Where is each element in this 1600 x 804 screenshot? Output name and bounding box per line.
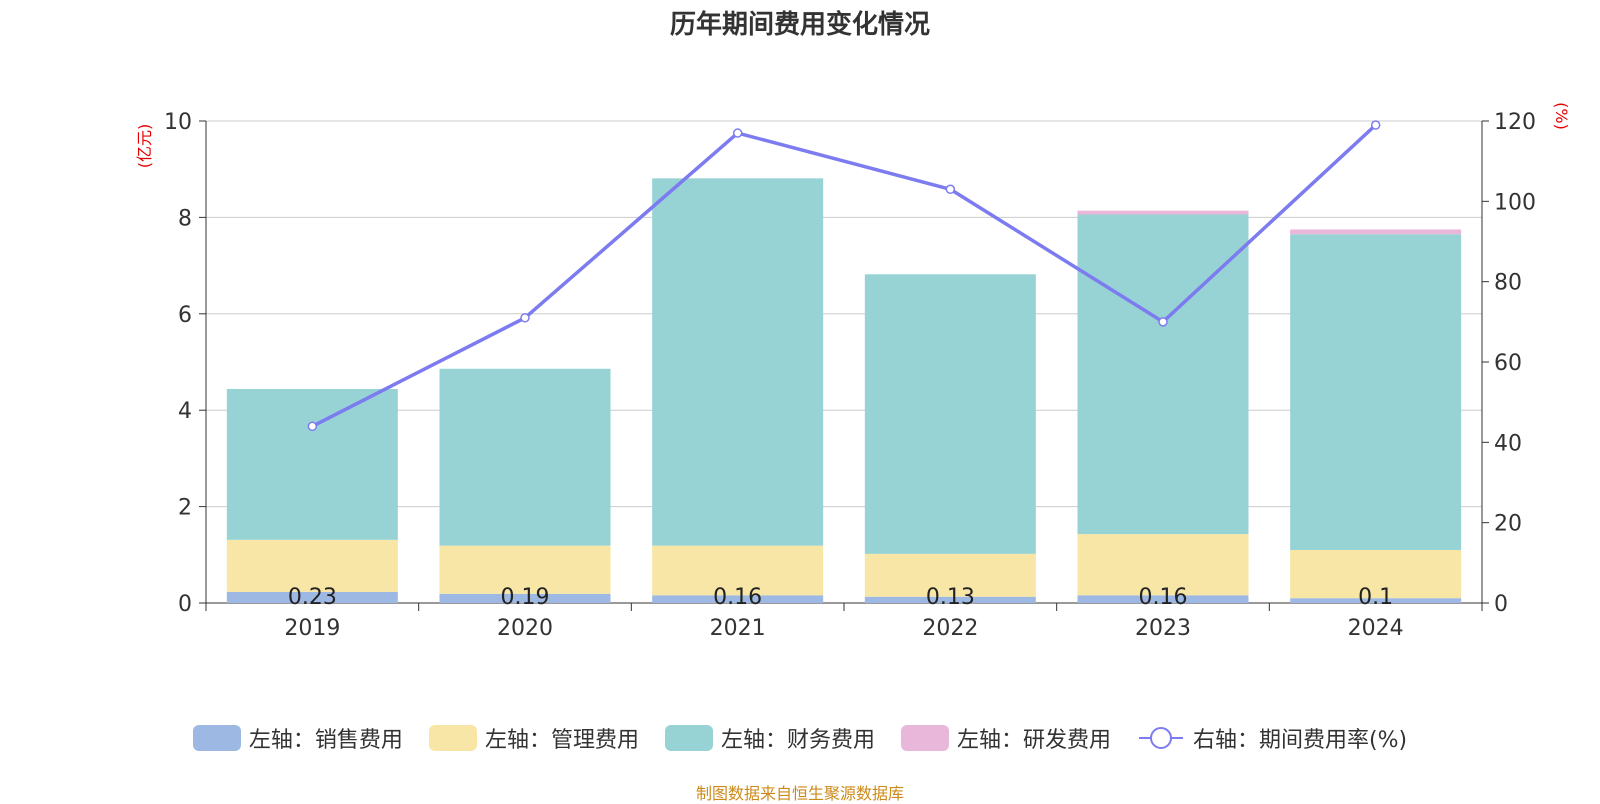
rate-point <box>307 421 318 432</box>
left-axis-tick-label: 6 <box>178 303 192 328</box>
right-axis-tick-label: 60 <box>1494 351 1522 376</box>
right-axis-tick-label: 0 <box>1494 592 1508 617</box>
legend-label-sales: 左轴：销售费用 <box>248 728 403 753</box>
bar-segment-1 <box>226 591 398 603</box>
bar-segment-1 <box>1290 598 1462 603</box>
bar-data-label: 0.23 <box>288 585 337 610</box>
bar-segment-3 <box>1290 234 1462 550</box>
rate-point <box>732 128 743 138</box>
rate-point <box>520 313 530 323</box>
left-axis-tick-label: 4 <box>178 399 192 424</box>
bar-data-label: 0.16 <box>1139 585 1188 610</box>
bar-segment-4 <box>1290 229 1462 235</box>
legend-swatch-sales <box>192 725 241 751</box>
legend-label-admin: 左轴：管理费用 <box>484 728 639 753</box>
x-axis-tick-label: 2022 <box>922 616 978 641</box>
bar-segment-2 <box>1077 534 1249 596</box>
legend-label-rate: 右轴：期间费用率(%) <box>1192 728 1408 753</box>
right-axis-tick-label: 80 <box>1494 271 1522 296</box>
rate-point <box>1370 120 1381 130</box>
bar-segment-1 <box>652 595 824 603</box>
right-axis-tick-label: 20 <box>1494 512 1522 537</box>
legend-swatch-rd <box>900 725 949 751</box>
x-axis-tick-label: 2024 <box>1348 616 1404 641</box>
bar-segment-2 <box>226 539 398 592</box>
bar-segment-3 <box>226 388 398 540</box>
right-axis-unit: (%) <box>1552 102 1571 130</box>
bar-segment-4 <box>1077 210 1249 215</box>
legend-label-rd: 左轴：研发费用 <box>956 728 1111 753</box>
bar-segment-2 <box>652 545 824 596</box>
rate-point <box>945 184 956 195</box>
right-axis-tick-label: 40 <box>1494 431 1522 456</box>
right-axis-tick-label: 120 <box>1494 110 1536 135</box>
x-axis-tick-label: 2021 <box>710 616 766 641</box>
legend-item-rate[interactable]: 右轴：期间费用率(%) <box>1137 722 1407 754</box>
bar-segment-1 <box>864 596 1036 603</box>
legend-swatch-finance <box>664 725 713 751</box>
legend-item-admin[interactable]: 左轴：管理费用 <box>428 722 639 754</box>
left-axis-tick-label: 2 <box>178 496 192 521</box>
left-axis-unit: (亿元) <box>135 124 154 169</box>
bar-segment-3 <box>439 368 611 546</box>
legend-label-finance: 左轴：财务费用 <box>720 728 875 753</box>
bar-segment-3 <box>864 274 1036 554</box>
bar-data-label: 0.16 <box>713 585 762 610</box>
chart-title: 历年期间费用变化情况 <box>669 10 930 40</box>
bar-segment-3 <box>1077 214 1249 535</box>
x-axis-tick-label: 2020 <box>497 616 553 641</box>
bar-segment-2 <box>439 545 611 594</box>
bar-data-label: 0.1 <box>1358 585 1393 610</box>
bar-segment-1 <box>439 593 611 603</box>
legend-swatch-rate <box>1138 727 1183 749</box>
x-axis-tick-label: 2023 <box>1135 616 1191 641</box>
left-axis-tick-label: 10 <box>164 110 192 135</box>
bar-segment-2 <box>864 553 1036 597</box>
bar-segment-1 <box>1077 595 1249 603</box>
chart-legend: 左轴：销售费用 左轴：管理费用 左轴：财务费用 左轴：研发费用 右轴：期间费用率… <box>0 722 1600 754</box>
bar-segment-3 <box>652 178 824 546</box>
rate-point <box>1158 317 1168 327</box>
x-axis-tick-label: 2019 <box>284 616 340 641</box>
legend-item-finance[interactable]: 左轴：财务费用 <box>664 722 875 754</box>
legend-item-sales[interactable]: 左轴：销售费用 <box>192 722 403 754</box>
rate-line <box>311 123 1377 428</box>
legend-item-rd[interactable]: 左轴：研发费用 <box>900 722 1111 754</box>
right-axis-tick-label: 100 <box>1494 190 1536 215</box>
left-axis-tick-label: 8 <box>178 206 192 231</box>
bar-segment-2 <box>1290 549 1462 599</box>
legend-swatch-admin <box>428 725 477 751</box>
data-source-note: 制图数据来自恒生聚源数据库 <box>695 784 904 803</box>
left-axis-tick-label: 0 <box>178 592 192 617</box>
bar-data-label: 0.19 <box>501 585 550 610</box>
bar-data-label: 0.13 <box>926 585 975 610</box>
